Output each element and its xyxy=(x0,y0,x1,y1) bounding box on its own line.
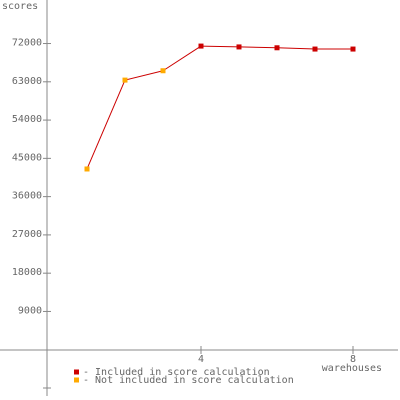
y-axis-label: scores xyxy=(2,1,38,12)
y-tick-label: 72000 xyxy=(12,38,42,49)
point xyxy=(236,44,242,50)
x-tick-label: 8 xyxy=(350,354,356,365)
legend-swatch xyxy=(74,369,79,375)
point xyxy=(160,68,166,74)
x-axis-label: warehouses xyxy=(322,363,382,374)
point xyxy=(350,46,356,52)
point xyxy=(84,166,90,172)
connector xyxy=(276,47,316,50)
connector xyxy=(200,45,240,48)
connector xyxy=(162,45,202,72)
x-tick-label: 4 xyxy=(198,354,204,365)
y-tick-label: 54000 xyxy=(12,114,42,125)
y-tick-label: 36000 xyxy=(12,191,42,202)
connector xyxy=(86,79,126,170)
point xyxy=(122,77,128,83)
point xyxy=(274,45,280,51)
y-tick-label: 63000 xyxy=(12,76,42,87)
connector xyxy=(238,46,278,49)
y-tick-label: 27000 xyxy=(12,229,42,240)
point xyxy=(198,43,204,49)
y-tick-label: 18000 xyxy=(12,267,42,278)
y-tick-label: 9000 xyxy=(18,305,42,316)
connector xyxy=(124,70,164,81)
legend-label: - Included in score calculation xyxy=(83,367,270,378)
point xyxy=(312,46,318,52)
legend-swatch xyxy=(74,377,79,383)
y-tick-label: 45000 xyxy=(12,152,42,163)
legend-label: - Not included in score calculation xyxy=(83,375,294,386)
